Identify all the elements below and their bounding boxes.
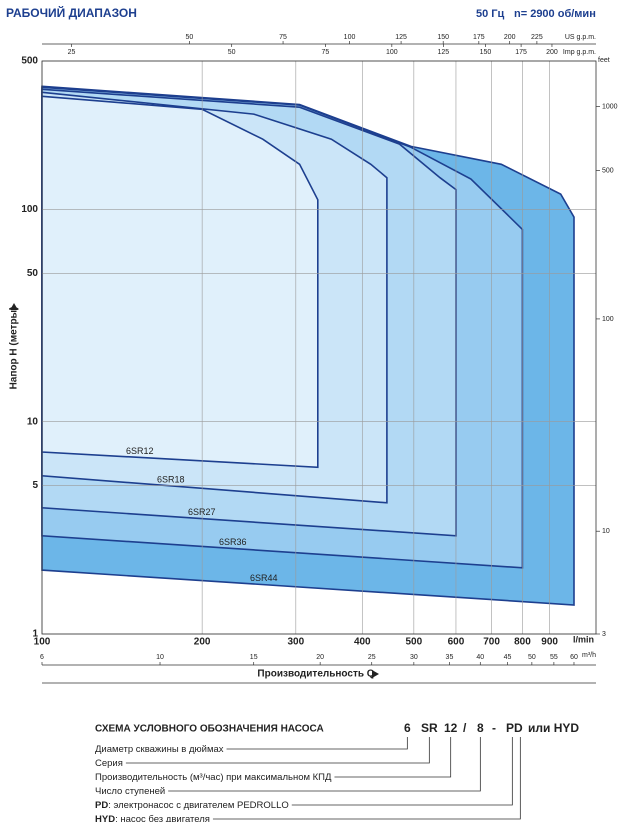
secondary-tick-label: 100	[602, 316, 614, 323]
connector	[212, 737, 521, 820]
scheme-row: HYD: насос без двигателя	[95, 814, 210, 822]
scheme-text: Производительность (м³/час) при максимал…	[95, 772, 332, 783]
y-axis-label: Напор H (метры)	[9, 307, 20, 390]
code-part: /	[463, 721, 467, 735]
frequency: 50 Гц	[476, 8, 505, 20]
x-axis-label: Производительность Q	[257, 669, 374, 680]
speed: n= 2900 об/мин	[514, 8, 596, 20]
area	[41, 95, 319, 469]
code-part: 6	[404, 721, 411, 735]
x-unit: l/min	[573, 634, 594, 644]
connector	[168, 737, 481, 792]
connector	[334, 737, 452, 778]
secondary-tick-label: 3	[602, 631, 606, 638]
secondary-tick-label: 35	[446, 654, 454, 661]
x-tick-label: 700	[483, 637, 500, 648]
secondary-tick-label: 10	[156, 654, 164, 661]
x-tick-label: 900	[541, 637, 558, 648]
x-tick-label: 200	[194, 637, 211, 648]
secondary-tick-label: 55	[550, 654, 558, 661]
secondary-tick-label: 60	[570, 654, 578, 661]
scheme-text: : электронасос с двигателем PEDROLLO	[108, 800, 289, 811]
y-tick-label: 500	[21, 56, 38, 67]
secondary-unit: US g.p.m.	[565, 34, 596, 41]
secondary-tick-label: 175	[515, 49, 527, 56]
secondary-tick-label: 25	[368, 654, 376, 661]
secondary-tick-label: 200	[546, 49, 558, 56]
secondary-tick-label: 25	[68, 49, 76, 56]
code-part: SR	[421, 721, 438, 735]
y-tick-label: 50	[27, 268, 39, 279]
secondary-tick-label: 50	[228, 49, 236, 56]
scheme-row: Диаметр скважины в дюймах	[95, 744, 224, 755]
code-part: PD	[506, 721, 523, 735]
secondary-tick-label: 100	[386, 49, 398, 56]
secondary-unit: Imp g.p.m.	[563, 49, 596, 56]
x-tick-label: 500	[405, 637, 422, 648]
scheme-row: Производительность (м³/час) при максимал…	[95, 772, 332, 783]
series-label: 6SR12	[126, 446, 154, 456]
plot-frame	[41, 60, 597, 635]
x-tick-label: 100	[34, 637, 51, 648]
secondary-tick-label: 200	[504, 34, 516, 41]
chart-title: РАБОЧИЙ ДИАПАЗОН	[6, 5, 137, 20]
scheme-text: Число ступеней	[95, 786, 165, 797]
scheme-text: Серия	[95, 758, 123, 769]
scheme-row: Серия	[95, 758, 123, 769]
connector	[291, 737, 513, 806]
connector	[226, 737, 408, 750]
secondary-tick-label: 10	[602, 528, 610, 535]
secondary-tick-label: 6	[40, 654, 44, 661]
scheme-key: PD	[95, 800, 108, 811]
secondary-unit: feet	[598, 57, 610, 64]
secondary-tick-label: 20	[316, 654, 324, 661]
secondary-tick-label: 150	[437, 34, 449, 41]
code-part: или HYD	[528, 721, 579, 735]
secondary-tick-label: 225	[531, 34, 543, 41]
series-label: 6SR36	[219, 537, 247, 547]
y-tick-label: 10	[27, 416, 39, 427]
secondary-tick-label: 30	[410, 654, 418, 661]
connector	[125, 737, 430, 764]
x-tick-label: 400	[354, 637, 371, 648]
arrow	[10, 303, 18, 310]
secondary-tick-label: 500	[602, 167, 614, 174]
scheme-row: Число ступеней	[95, 786, 165, 797]
secondary-tick-label: 75	[279, 34, 287, 41]
y-tick-label: 5	[32, 480, 38, 491]
scheme-title: СХЕМА УСЛОВНОГО ОБОЗНАЧЕНИЯ НАСОСА	[95, 724, 324, 735]
secondary-tick-label: 40	[476, 654, 484, 661]
secondary-unit: m³/h	[582, 652, 596, 659]
secondary-tick-label: 150	[480, 49, 492, 56]
scheme-key: HYD	[95, 814, 115, 822]
secondary-tick-label: 125	[438, 49, 450, 56]
secondary-tick-label: 125	[395, 34, 407, 41]
secondary-tick-label: 175	[473, 34, 485, 41]
y-tick-label: 100	[21, 204, 38, 215]
y-tick-label: 1	[32, 629, 38, 640]
x-tick-label: 300	[287, 637, 304, 648]
secondary-tick-label: 15	[250, 654, 258, 661]
code-part: 8	[477, 721, 484, 735]
secondary-tick-label: 75	[321, 49, 329, 56]
scheme-row: PD: электронасос с двигателем PEDROLLO	[95, 800, 289, 811]
secondary-tick-label: 50	[528, 654, 536, 661]
series-label: 6SR27	[188, 507, 216, 517]
scheme-text: : насос без двигателя	[115, 814, 210, 822]
secondary-tick-label: 1000	[602, 103, 618, 110]
x-tick-label: 800	[514, 637, 531, 648]
arrow	[372, 670, 379, 678]
code-part: -	[492, 721, 496, 735]
code-part: 12	[444, 721, 458, 735]
secondary-tick-label: 100	[344, 34, 356, 41]
x-tick-label: 600	[448, 637, 465, 648]
series-label: 6SR44	[250, 573, 278, 583]
series-label: 6SR18	[157, 474, 185, 484]
secondary-tick-label: 50	[185, 34, 193, 41]
secondary-tick-label: 45	[504, 654, 512, 661]
scheme-text: Диаметр скважины в дюймах	[95, 744, 224, 755]
